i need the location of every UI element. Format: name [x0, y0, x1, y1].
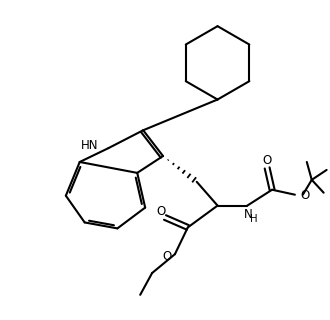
Text: O: O: [156, 205, 166, 218]
Text: HN: HN: [81, 139, 99, 152]
Text: O: O: [262, 155, 272, 167]
Text: O: O: [301, 189, 310, 202]
Text: H: H: [249, 214, 257, 224]
Text: O: O: [162, 250, 172, 263]
Text: N: N: [244, 208, 253, 221]
